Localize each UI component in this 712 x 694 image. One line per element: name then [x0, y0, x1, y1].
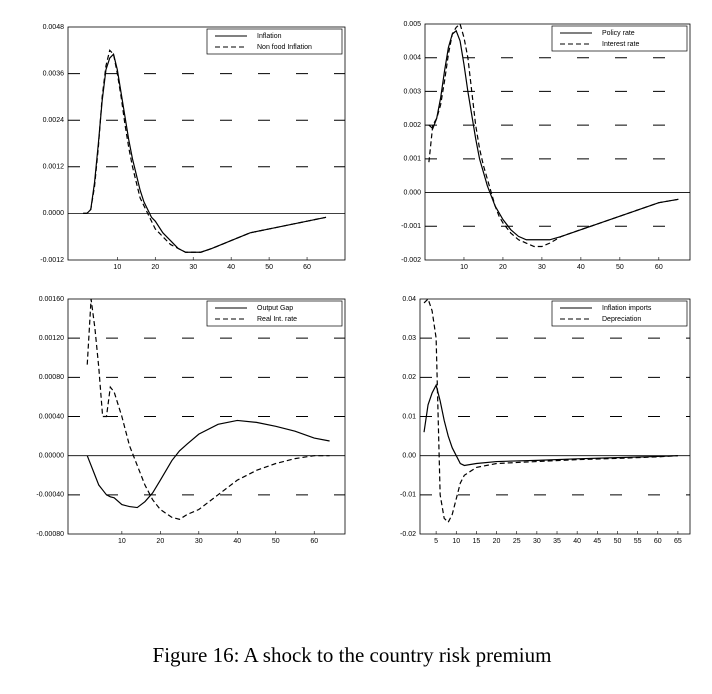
x-tick-label: 65 — [674, 538, 682, 545]
y-tick-label: 0.00 — [402, 453, 416, 460]
legend-label: Policy rate — [602, 30, 635, 37]
y-tick-label: 0.04 — [402, 296, 416, 303]
y-tick-label: 0.004 — [403, 55, 421, 62]
legend-label: Non food Inflation — [257, 44, 312, 51]
x-tick-label: 20 — [499, 264, 507, 271]
legend-label: Real Int. rate — [257, 316, 297, 323]
y-tick-label: 0.00080 — [39, 374, 64, 381]
y-tick-label: 0.03 — [402, 335, 416, 342]
x-tick-label: 50 — [616, 264, 624, 271]
x-tick-label: 40 — [227, 264, 235, 271]
y-tick-label: 0.002 — [403, 122, 421, 129]
series-line — [86, 298, 330, 520]
plot-frame — [424, 23, 691, 261]
x-tick-label: 60 — [655, 264, 663, 271]
x-tick-label: 45 — [593, 538, 601, 545]
x-tick-label: 10 — [452, 538, 460, 545]
x-tick-label: 10 — [118, 538, 126, 545]
y-tick-label: 0.003 — [403, 88, 421, 95]
y-tick-label: 0.02 — [402, 374, 416, 381]
y-tick-label: -0.00080 — [36, 531, 64, 538]
y-tick-label: 0.001 — [403, 156, 421, 163]
x-tick-label: 60 — [303, 264, 311, 271]
legend-box — [551, 300, 688, 327]
y-tick-label: -0.002 — [401, 257, 421, 264]
y-tick-label: -0.00040 — [36, 492, 64, 499]
y-tick-label: -0.02 — [400, 531, 416, 538]
x-tick-label: 60 — [310, 538, 318, 545]
y-tick-label: -0.01 — [400, 492, 416, 499]
legend-label: Depreciation — [602, 316, 641, 323]
x-tick-label: 30 — [195, 538, 203, 545]
x-tick-label: 10 — [460, 264, 468, 271]
y-tick-label: 0.0012 — [43, 164, 65, 171]
x-tick-label: 40 — [573, 538, 581, 545]
y-tick-label: 0.00040 — [39, 413, 64, 420]
y-tick-label: 0.0048 — [43, 24, 65, 31]
x-tick-label: 20 — [156, 538, 164, 545]
legend-box — [206, 28, 343, 55]
x-tick-label: 50 — [265, 264, 273, 271]
plot-frame — [67, 26, 346, 261]
y-tick-label: -0.0012 — [40, 257, 64, 264]
x-tick-label: 20 — [151, 264, 159, 271]
y-tick-label: 0.00120 — [39, 335, 64, 342]
x-tick-label: 30 — [189, 264, 197, 271]
series-line — [86, 419, 330, 509]
series-line — [83, 49, 327, 253]
x-tick-label: 30 — [533, 538, 541, 545]
x-tick-label: 10 — [113, 264, 121, 271]
series-line — [83, 52, 327, 253]
x-tick-label: 50 — [614, 538, 622, 545]
y-tick-label: 0.00000 — [39, 453, 64, 460]
legend-box — [206, 300, 343, 327]
x-tick-label: 60 — [654, 538, 662, 545]
y-tick-label: 0.0024 — [43, 117, 65, 124]
legend-box — [551, 25, 688, 52]
y-tick-label: 0.005 — [403, 21, 421, 28]
y-tick-label: 0.0000 — [43, 210, 65, 217]
x-tick-label: 30 — [538, 264, 546, 271]
series-line — [423, 297, 678, 524]
legend-label: Interest rate — [602, 41, 639, 48]
x-tick-label: 20 — [493, 538, 501, 545]
y-tick-label: 0.000 — [403, 189, 421, 196]
x-tick-label: 5 — [434, 538, 438, 545]
caption: Figure 16: A shock to the country risk p… — [153, 643, 552, 667]
y-tick-label: 0.01 — [402, 413, 416, 420]
legend-label: Inflation — [257, 33, 282, 40]
x-tick-label: 35 — [553, 538, 561, 545]
x-tick-label: 15 — [473, 538, 481, 545]
x-tick-label: 40 — [233, 538, 241, 545]
x-tick-label: 55 — [634, 538, 642, 545]
x-tick-label: 25 — [513, 538, 521, 545]
y-tick-label: 0.00160 — [39, 296, 64, 303]
y-tick-label: 0.0036 — [43, 70, 65, 77]
x-tick-label: 50 — [272, 538, 280, 545]
series-line — [423, 383, 678, 467]
y-tick-label: -0.001 — [401, 223, 421, 230]
series-line — [428, 22, 679, 248]
series-line — [428, 29, 679, 241]
x-tick-label: 40 — [577, 264, 585, 271]
legend-label: Inflation imports — [602, 305, 652, 312]
legend-label: Output Gap — [257, 305, 293, 312]
